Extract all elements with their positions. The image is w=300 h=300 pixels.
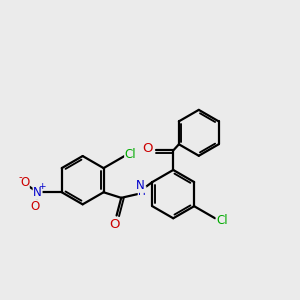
- Text: N: N: [33, 186, 42, 199]
- Text: O: O: [142, 142, 152, 154]
- Text: H: H: [138, 187, 146, 197]
- Text: -: -: [18, 172, 22, 182]
- Text: N: N: [136, 179, 145, 192]
- Text: O: O: [31, 200, 40, 213]
- Text: Cl: Cl: [125, 148, 136, 161]
- Text: +: +: [38, 182, 46, 191]
- Text: Cl: Cl: [216, 214, 228, 227]
- Text: O: O: [109, 218, 119, 231]
- Text: O: O: [20, 176, 29, 190]
